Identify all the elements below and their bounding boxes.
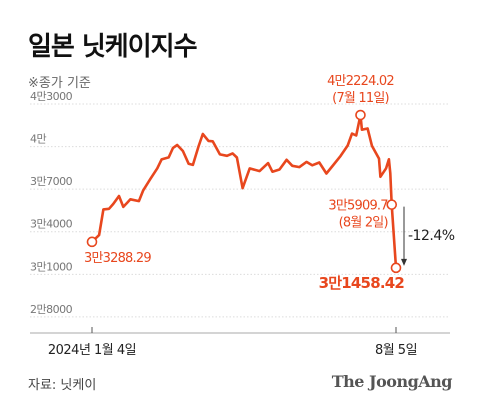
source-note: 자료: 닛케이 [28, 378, 97, 393]
drop-arrow-head [401, 258, 407, 266]
data-point-marker [386, 199, 398, 210]
value-label: 3만3288.29 [84, 251, 151, 266]
value-label: 3만5909.7 [328, 199, 388, 214]
value-label: 3만1458.42 [319, 274, 405, 292]
x-tick-label: 8월 5일 [375, 343, 417, 358]
y-tick-label: 3만7000 [30, 175, 73, 188]
brand-logo: The JoongAng [331, 372, 453, 391]
data-point-marker [355, 109, 366, 121]
y-tick-label: 3만1000 [30, 260, 73, 273]
chart-subtitle: ※종가 기준 [28, 76, 91, 91]
y-tick-label: 4만 [30, 133, 46, 146]
value-label: 4만2224.02 [327, 74, 394, 89]
nikkei-series-line [90, 113, 398, 270]
date-label: (7월 11일) [332, 91, 389, 106]
y-tick-label: 2만8000 [30, 303, 73, 316]
change-percent-label: -12.4% [408, 228, 455, 244]
data-point-marker [86, 236, 98, 248]
date-label: (8월 2일) [339, 216, 388, 231]
y-tick-label: 3만4000 [30, 218, 73, 231]
x-tick-label: 2024년 1월 4일 [48, 343, 136, 358]
chart-title: 일본 닛케이지수 [28, 32, 197, 62]
data-point-marker [390, 262, 402, 274]
y-tick-label: 4만3000 [30, 90, 73, 103]
